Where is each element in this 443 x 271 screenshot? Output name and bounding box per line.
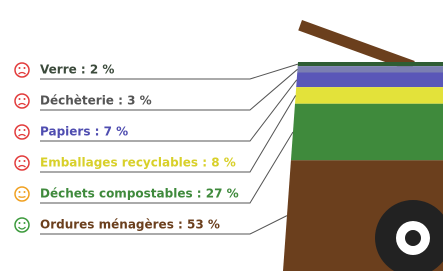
- face-mouth: [19, 166, 26, 168]
- bin-layer: [298, 62, 443, 66]
- face-eye: [19, 98, 21, 100]
- face: [15, 94, 29, 108]
- face: [15, 63, 29, 77]
- face-mouth: [19, 104, 26, 106]
- layer-label: Déchets compostables : 27 %: [40, 187, 239, 201]
- bin-layer: [295, 87, 443, 104]
- face-eye: [24, 222, 26, 224]
- face-eye: [24, 67, 26, 69]
- face-eye: [24, 129, 26, 131]
- face: [15, 156, 29, 170]
- face-eye: [19, 222, 21, 224]
- bin-layer: [297, 66, 443, 72]
- face-eye: [24, 191, 26, 193]
- face: [15, 218, 29, 232]
- face-eye: [19, 129, 21, 131]
- layer-label: Papiers : 7 %: [40, 125, 128, 139]
- face-mouth: [19, 135, 26, 137]
- face-mouth: [19, 227, 26, 229]
- face-mouth: [19, 197, 26, 198]
- layer-label: Déchèterie : 3 %: [40, 94, 152, 108]
- face-eye: [24, 98, 26, 100]
- face: [15, 125, 29, 139]
- face: [15, 187, 29, 201]
- layer-label: Emballages recyclables : 8 %: [40, 156, 236, 170]
- bin-layer: [296, 72, 443, 87]
- face-mouth: [19, 73, 26, 75]
- layer-label: Verre : 2 %: [40, 63, 114, 77]
- face-eye: [24, 160, 26, 162]
- face-eye: [19, 160, 21, 162]
- layer-label: Ordures ménagères : 53 %: [40, 218, 220, 232]
- face-eye: [19, 67, 21, 69]
- chart: Verre : 2 % Déchèterie : 3 % Papiers : 7 %…: [0, 0, 443, 271]
- bin-layer: [291, 104, 443, 160]
- face-eye: [19, 191, 21, 193]
